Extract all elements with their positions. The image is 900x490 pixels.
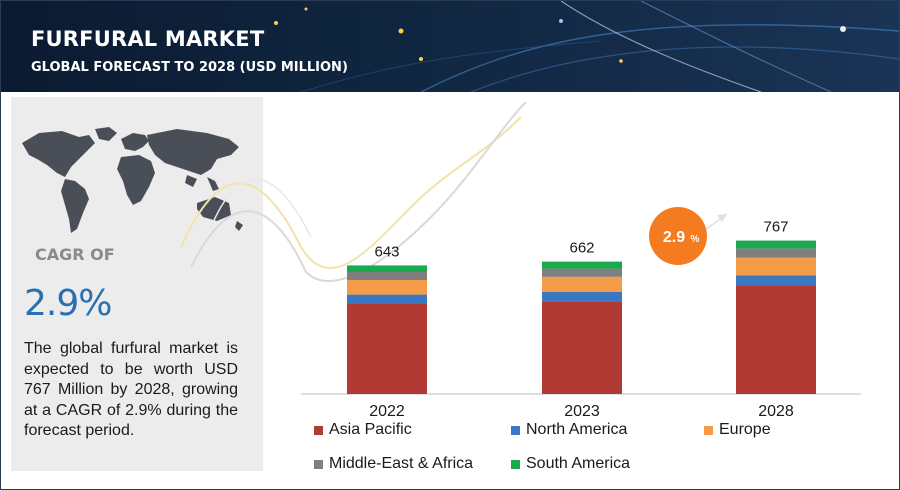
x-tick-label: 2028 (758, 403, 794, 420)
bar-segment (347, 304, 427, 394)
bar-segment (736, 286, 816, 394)
legend-label: Europe (719, 421, 771, 438)
legend-item: Asia Pacific (314, 421, 412, 439)
bar-segment (347, 265, 427, 272)
market-summary-text: The global furfural market is expected t… (24, 340, 238, 439)
cagr-value: 2.9% (24, 283, 112, 324)
legend-label: South America (526, 455, 631, 472)
bar-segment (542, 292, 622, 302)
bar-segment (347, 294, 427, 304)
bar-segment (736, 275, 816, 286)
legend-item: North America (511, 421, 627, 439)
light-streaks-decoration (274, 1, 899, 92)
bar-total-label: 643 (374, 243, 399, 260)
bar-segment (542, 276, 622, 292)
bar-segment (736, 257, 816, 276)
growth-arrowhead (717, 214, 727, 222)
x-tick-label: 2023 (564, 403, 600, 420)
legend-item: Europe (704, 421, 771, 439)
legend-swatch (314, 459, 323, 469)
cagr-badge-label: 2.9 (663, 229, 685, 246)
legend-item: South America (511, 455, 630, 473)
legend-label: Middle-East & Africa (329, 455, 474, 472)
bar-segment (736, 240, 816, 249)
legend-item: Middle-East & Africa (314, 455, 473, 473)
bar-total-label: 767 (763, 219, 788, 236)
header-banner: FURFURAL MARKET GLOBAL FORECAST TO 2028 … (1, 1, 899, 92)
bar-segment (542, 261, 622, 269)
bar-segment (347, 272, 427, 280)
bar-segment (542, 268, 622, 277)
page-subtitle: GLOBAL FORECAST TO 2028 (USD MILLION) (31, 60, 348, 75)
legend-swatch (511, 425, 520, 435)
cagr-label: CAGR OF (35, 245, 115, 264)
cagr-badge (649, 207, 707, 265)
x-tick-label: 2022 (369, 403, 405, 420)
legend-label: North America (526, 421, 628, 438)
legend-label: Asia Pacific (329, 421, 412, 438)
legend-swatch (704, 425, 713, 435)
bar-segment (736, 248, 816, 258)
bar-segment (542, 301, 622, 394)
bar-total-label: 662 (569, 240, 594, 257)
cagr-badge-suffix: % (691, 234, 700, 245)
legend-swatch (314, 425, 323, 435)
legend-swatch (511, 459, 520, 469)
bar-segment (347, 280, 427, 295)
page-title: FURFURAL MARKET (31, 27, 265, 51)
